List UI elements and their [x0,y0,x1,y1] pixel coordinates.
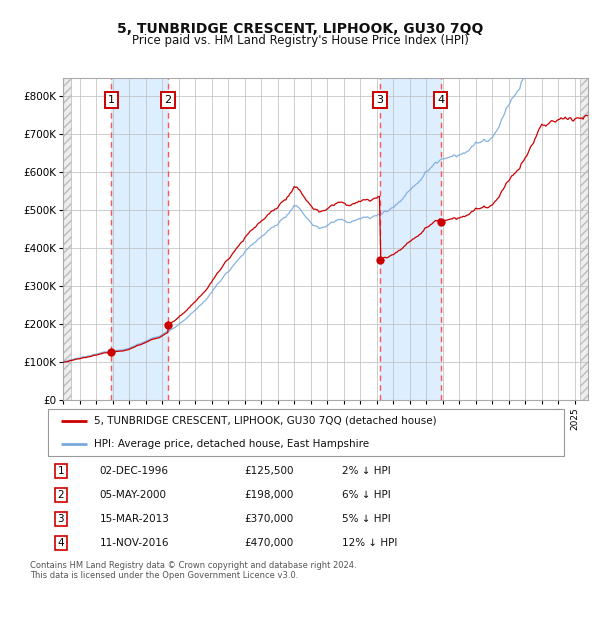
Text: Contains HM Land Registry data © Crown copyright and database right 2024.
This d: Contains HM Land Registry data © Crown c… [30,561,356,580]
Text: 02-DEC-1996: 02-DEC-1996 [100,466,169,476]
FancyBboxPatch shape [48,409,564,456]
Text: Price paid vs. HM Land Registry's House Price Index (HPI): Price paid vs. HM Land Registry's House … [131,34,469,47]
Text: £470,000: £470,000 [244,538,293,548]
Text: 5% ↓ HPI: 5% ↓ HPI [342,514,391,524]
Text: 3: 3 [376,95,383,105]
Text: 5, TUNBRIDGE CRESCENT, LIPHOOK, GU30 7QQ: 5, TUNBRIDGE CRESCENT, LIPHOOK, GU30 7QQ [117,22,483,36]
Text: £370,000: £370,000 [244,514,293,524]
Text: 2: 2 [164,95,172,105]
Text: 12% ↓ HPI: 12% ↓ HPI [342,538,397,548]
Text: 05-MAY-2000: 05-MAY-2000 [100,490,167,500]
Text: 2: 2 [58,490,64,500]
Text: 1: 1 [58,466,64,476]
Text: £198,000: £198,000 [244,490,293,500]
Text: 6% ↓ HPI: 6% ↓ HPI [342,490,391,500]
Text: HPI: Average price, detached house, East Hampshire: HPI: Average price, detached house, East… [94,439,370,449]
Text: 1: 1 [108,95,115,105]
Text: 5, TUNBRIDGE CRESCENT, LIPHOOK, GU30 7QQ (detached house): 5, TUNBRIDGE CRESCENT, LIPHOOK, GU30 7QQ… [94,416,437,426]
Text: 4: 4 [58,538,64,548]
Text: 2% ↓ HPI: 2% ↓ HPI [342,466,391,476]
Text: 4: 4 [437,95,444,105]
Text: £125,500: £125,500 [244,466,293,476]
Bar [580,78,588,400]
Bar [111,78,168,400]
Text: 3: 3 [58,514,64,524]
Text: 11-NOV-2016: 11-NOV-2016 [100,538,169,548]
Bar [380,78,440,400]
Text: 15-MAR-2013: 15-MAR-2013 [100,514,169,524]
Bar [63,78,71,400]
